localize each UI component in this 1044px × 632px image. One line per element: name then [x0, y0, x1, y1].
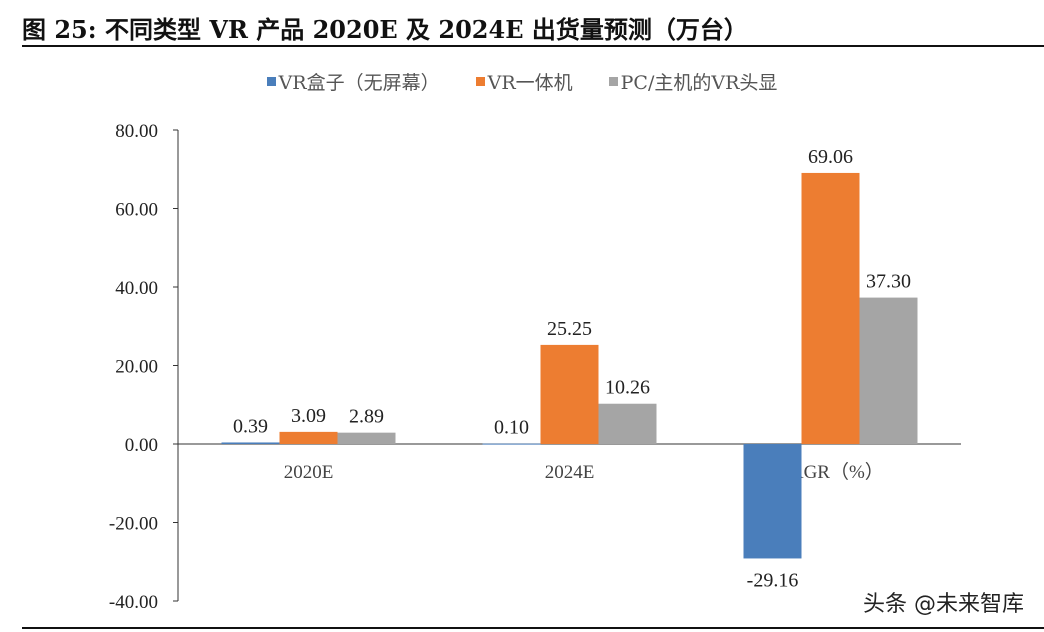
data-label: 3.09 [291, 405, 326, 427]
legend-label: VR盒子（无屏幕） [278, 72, 440, 94]
bar [801, 172, 860, 444]
data-label: 25.25 [547, 318, 592, 340]
y-tick-label: 20.00 [115, 357, 158, 378]
y-tick-label: -20.00 [109, 514, 158, 535]
data-label: 69.06 [808, 146, 853, 168]
x-tick-label: 2020E [284, 462, 334, 483]
x-tick-label: CAGR（%） [777, 461, 884, 483]
title-underline [22, 45, 1044, 47]
bar [279, 431, 338, 444]
watermark: 头条 @未来智库 [863, 592, 1024, 617]
x-tick-label: 2024E [545, 462, 595, 483]
legend-label: PC/主机的VR头显 [620, 72, 778, 94]
bar [540, 344, 599, 444]
data-label: 10.26 [605, 377, 650, 399]
legend-label: VR一体机 [487, 72, 573, 94]
legend-swatch [266, 77, 276, 86]
bar [337, 432, 396, 444]
legend-swatch [475, 77, 485, 86]
y-tick-label: -40.00 [109, 592, 158, 613]
bar [221, 442, 280, 444]
y-tick-label: 0.00 [125, 435, 158, 456]
data-label: -29.16 [747, 569, 799, 591]
bar [598, 403, 657, 444]
legend: VR盒子（无屏幕） VR一体机 PC/主机的VR头显 [0, 68, 1044, 95]
y-tick-label: 40.00 [115, 278, 158, 299]
data-label: 0.39 [233, 415, 268, 437]
y-tick-label: 80.00 [115, 121, 158, 142]
y-tick-label: 60.00 [115, 200, 158, 221]
legend-item-pc-vr-headset: PC/主机的VR头显 [608, 68, 778, 95]
legend-swatch [608, 77, 618, 86]
bottom-rule [22, 627, 1044, 629]
bar [859, 297, 918, 444]
legend-item-vr-all-in-one: VR一体机 [475, 68, 573, 95]
data-label: 2.89 [349, 406, 384, 428]
data-label: 37.30 [866, 271, 911, 293]
legend-item-vr-box: VR盒子（无屏幕） [266, 68, 440, 95]
bar [482, 443, 541, 445]
figure-title: 图 25: 不同类型 VR 产品 2020E 及 2024E 出货量预测（万台） [22, 15, 748, 44]
bar [743, 444, 802, 559]
data-label: 0.10 [494, 417, 529, 439]
